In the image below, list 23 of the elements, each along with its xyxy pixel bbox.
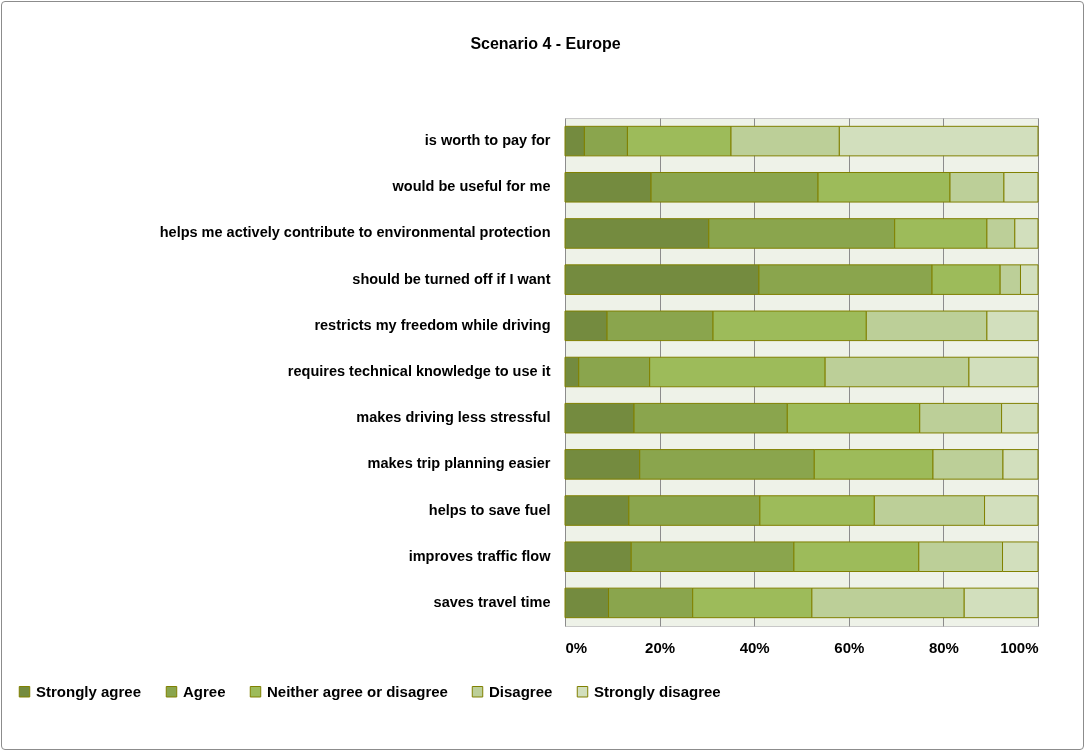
- y-tick-label: makes driving less stressful: [356, 409, 551, 426]
- chart-title: Scenario 4 - Europe: [470, 35, 621, 52]
- legend-label: Strongly agree: [36, 682, 142, 700]
- x-tick-label: 60%: [834, 638, 865, 656]
- y-tick-label: makes trip planning easier: [367, 455, 551, 472]
- y-tick-label: saves travel time: [433, 593, 551, 610]
- y-tick-label: should be turned off if I want: [352, 270, 551, 287]
- x-tick-label: 0%: [565, 638, 588, 656]
- y-tick-label: helps me actively contribute to environmental protection: [159, 224, 551, 241]
- x-tick-label: 100%: [1000, 638, 1039, 656]
- y-tick-label: restricts my freedom while driving: [314, 316, 551, 333]
- legend-label: Agree: [183, 682, 226, 700]
- y-tick-label: improves traffic flow: [408, 547, 552, 564]
- x-tick-label: 40%: [739, 638, 770, 656]
- y-tick-label: helps to save fuel: [428, 501, 551, 518]
- legend-label: Neither agree or disagree: [267, 682, 448, 700]
- x-tick-label: 80%: [928, 638, 959, 656]
- x-tick-label: 20%: [645, 638, 676, 656]
- legend-label: Disagree: [489, 682, 553, 700]
- y-tick-label: would be useful for me: [391, 178, 551, 195]
- legend-label: Strongly disagree: [594, 682, 721, 700]
- y-tick-label: requires technical knowledge to use it: [287, 363, 551, 379]
- y-tick-label: is worth to pay for: [424, 132, 551, 149]
